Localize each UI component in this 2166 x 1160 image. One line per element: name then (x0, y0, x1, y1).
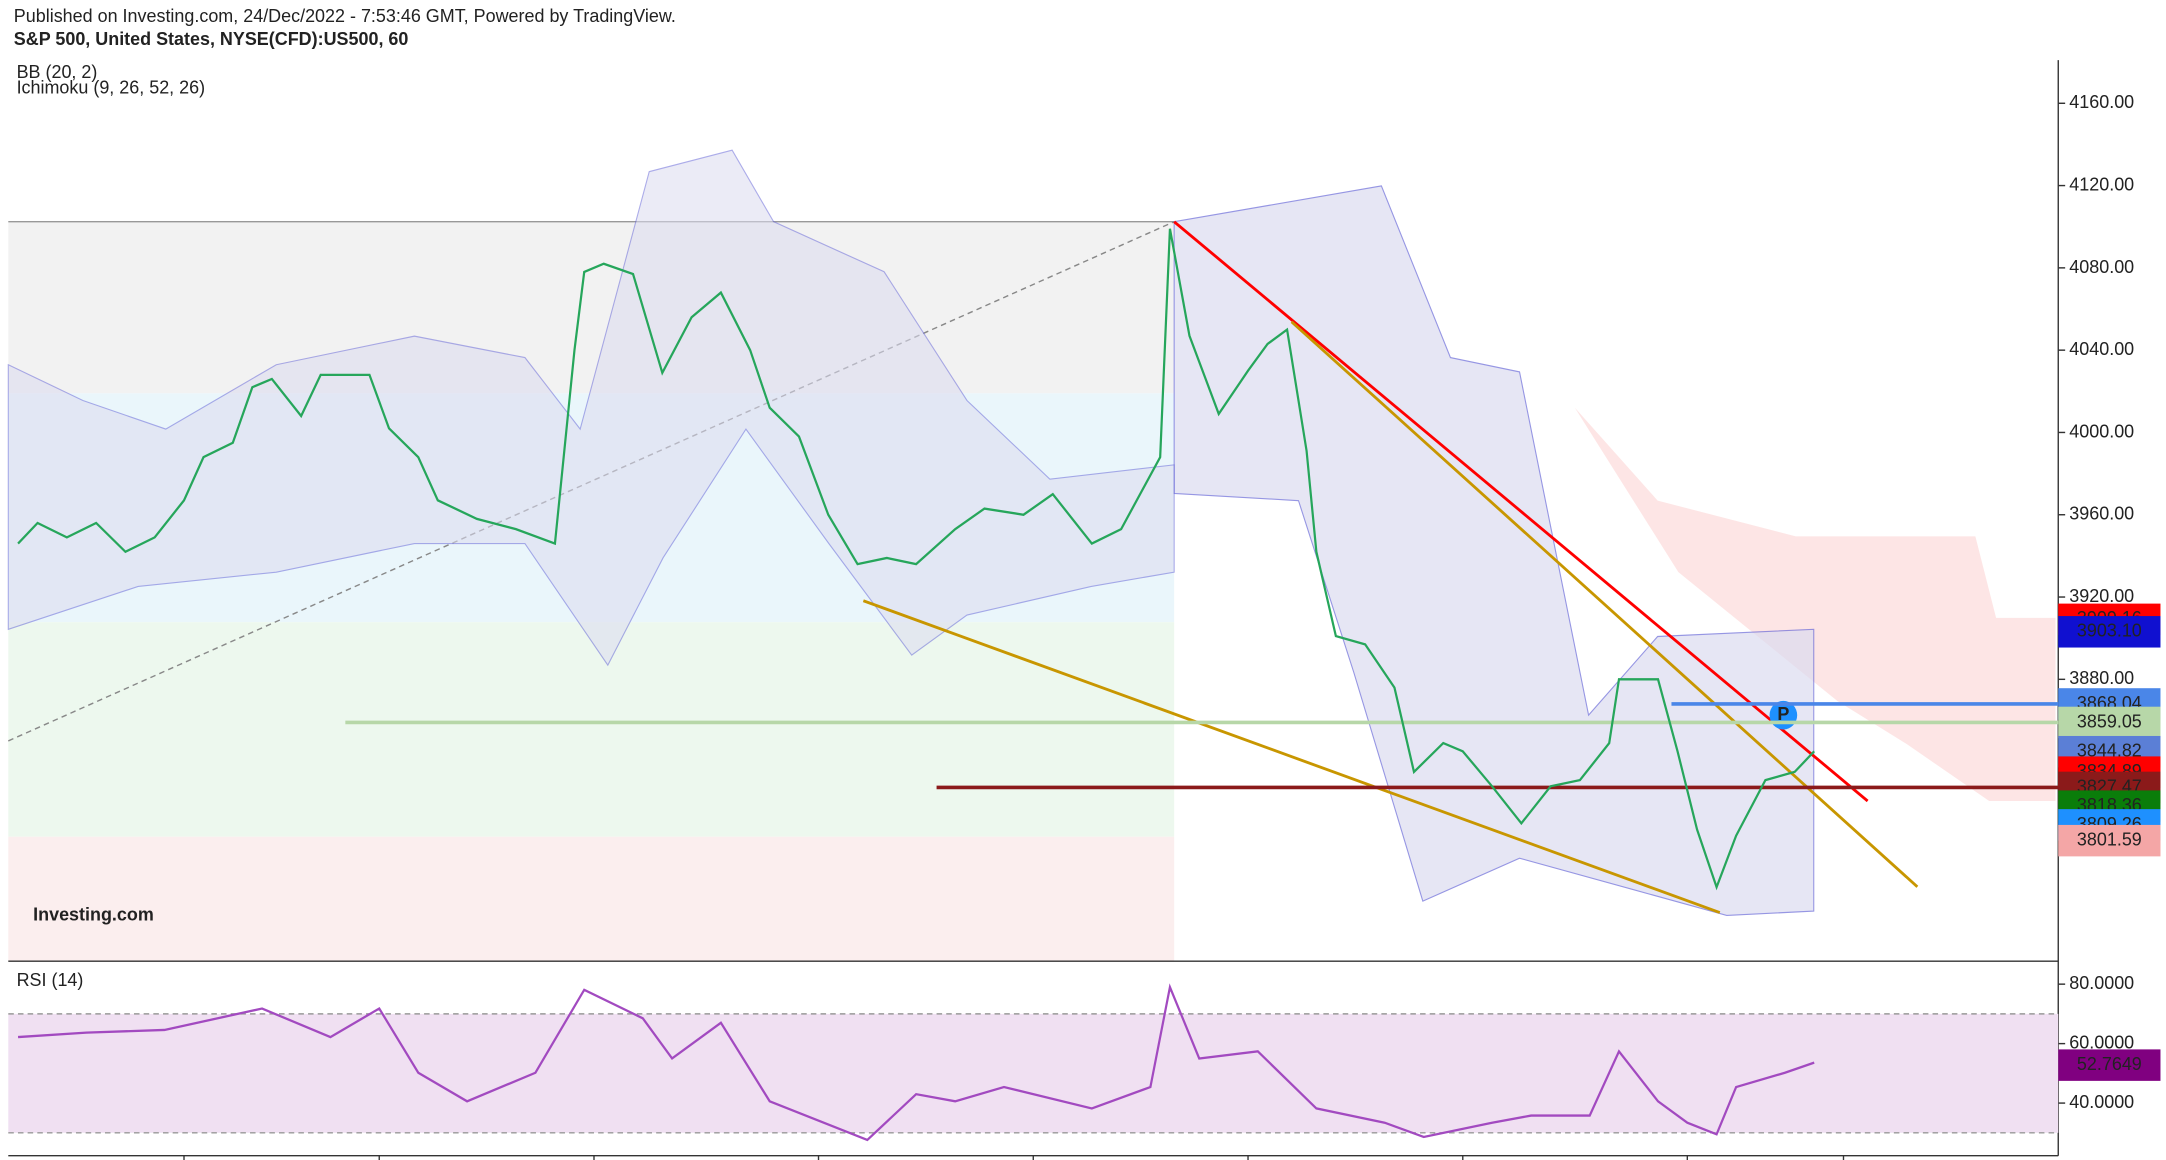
y-tick-label: 3880.00 (2069, 667, 2134, 688)
logo: Investing.com (33, 903, 154, 924)
indicator-label: BB (20, 2) (17, 61, 98, 82)
price-line (17, 983, 1815, 1142)
indicator-label: Ichimoku (9, 26, 52, 26) (17, 76, 206, 97)
fib-diagonal (8, 221, 1175, 742)
y-tick-label: 40.0000 (2069, 1091, 2134, 1112)
price-tag (2058, 616, 2161, 648)
y-tick-label: 4160.00 (2069, 91, 2134, 112)
bollinger-band (7, 149, 1175, 667)
header: S&P 500, United States, NYSE(CFD):US500,… (14, 28, 409, 49)
range-box (8, 622, 1175, 837)
price-tag-label: 3859.05 (2077, 710, 2142, 731)
last-value-label: 52.7649 (2077, 1053, 2142, 1074)
y-tick-label: 4120.00 (2069, 173, 2134, 194)
range-box (8, 221, 1175, 394)
price-tag-label: 3801.59 (2077, 828, 2142, 849)
rsi-band (8, 1013, 2059, 1133)
y-tick-label: 60.0000 (2069, 1031, 2134, 1052)
header: Published on Investing.com, 24/Dec/2022 … (14, 5, 676, 26)
indicator-label: RSI (14) (17, 969, 84, 990)
price-tag (2058, 824, 2161, 857)
marker-label: P (1777, 703, 1789, 724)
y-tick-label: 80.0000 (2069, 972, 2134, 993)
y-tick-label: 4080.00 (2069, 255, 2134, 276)
price-line (17, 228, 1815, 891)
trend-line (1290, 320, 1919, 888)
price-tag-label: 3903.10 (2077, 619, 2142, 640)
y-tick-label: 3920.00 (2069, 585, 2134, 606)
price-tag-label: 3844.82 (2077, 739, 2142, 760)
trend-line (862, 599, 1721, 914)
y-tick-label: 4040.00 (2069, 338, 2134, 359)
range-box (8, 836, 1175, 962)
y-tick-label: 4000.00 (2069, 420, 2134, 441)
y-tick-label: 3960.00 (2069, 502, 2134, 523)
price-tag (2058, 706, 2161, 739)
last-value-tag (2058, 1049, 2161, 1081)
